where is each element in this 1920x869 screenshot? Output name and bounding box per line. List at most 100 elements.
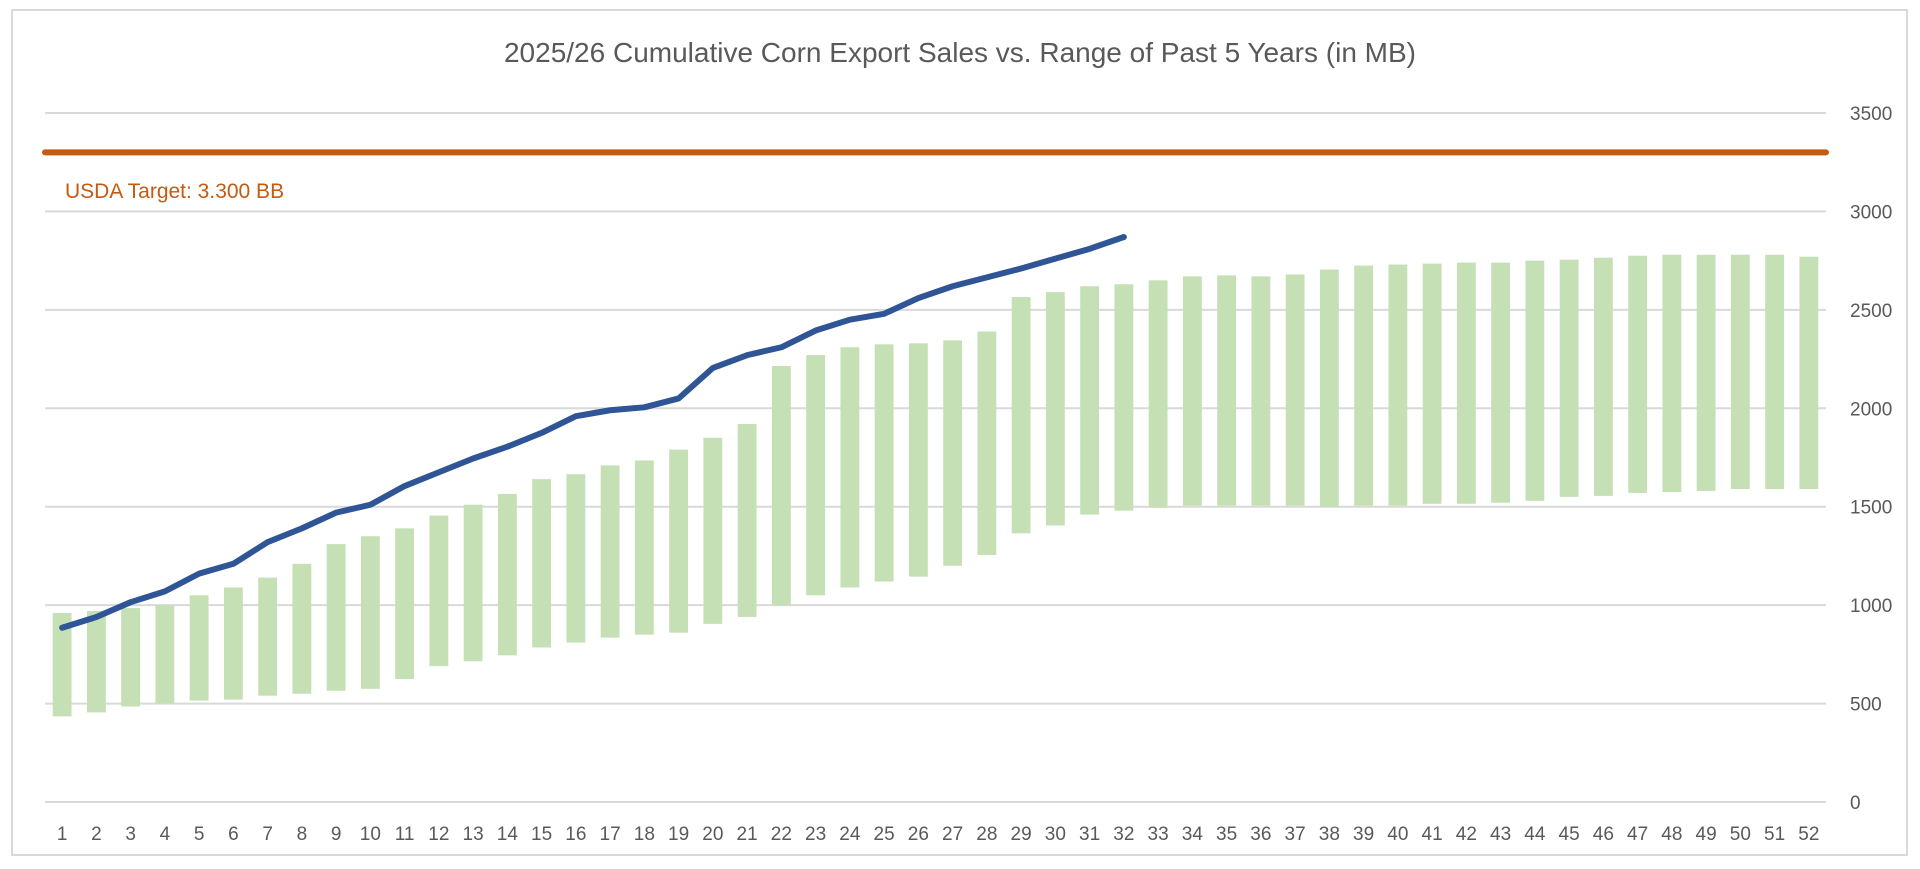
x-tick-label: 15 — [531, 824, 552, 845]
range-bar — [669, 449, 689, 633]
x-tick-label: 28 — [976, 824, 997, 845]
y-tick-label: 0 — [1850, 793, 1861, 814]
range-bar — [1559, 259, 1579, 497]
x-tick-label: 42 — [1456, 824, 1477, 845]
y-tick-label: 2000 — [1850, 399, 1892, 420]
range-bar — [1799, 256, 1819, 489]
x-tick-label: 52 — [1798, 824, 1819, 845]
x-tick-label: 36 — [1250, 824, 1271, 845]
range-bar — [1525, 260, 1545, 501]
range-bar — [703, 437, 723, 624]
range-bar — [1456, 262, 1476, 504]
range-bar — [840, 347, 860, 588]
x-tick-label: 20 — [702, 824, 723, 845]
range-bar — [52, 613, 72, 717]
range-bar — [908, 343, 928, 577]
range-bar — [326, 544, 346, 691]
x-tick-label: 2 — [91, 824, 102, 845]
x-tick-label: 11 — [395, 824, 415, 845]
range-bar — [806, 355, 826, 596]
x-tick-label: 16 — [565, 824, 586, 845]
range-bar — [1011, 297, 1031, 534]
range-bar — [1285, 274, 1305, 506]
range-bar — [1045, 292, 1065, 526]
x-axis: 1 2 3 4 5 6 7 8 9 10 11 12 13 14 15 16 17 18 19 20 21 22 23 24 2… — [57, 824, 1820, 845]
range-bar — [532, 479, 552, 648]
x-tick-label: 45 — [1559, 824, 1580, 845]
x-tick-label: 43 — [1490, 824, 1511, 845]
x-tick-label: 27 — [942, 824, 963, 845]
range-bar — [121, 608, 141, 707]
x-tick-label: 1 — [57, 824, 68, 845]
x-tick-label: 6 — [228, 824, 239, 845]
range-bar — [977, 331, 997, 555]
range-bar — [1662, 254, 1682, 492]
range-bar — [463, 504, 483, 662]
range-bar — [86, 611, 106, 713]
current-year-line — [59, 234, 1127, 631]
current-year-line-group — [59, 234, 1127, 631]
range-bar — [771, 365, 791, 606]
x-tick-label: 19 — [668, 824, 689, 845]
x-tick-label: 33 — [1148, 824, 1169, 845]
x-tick-label: 30 — [1045, 824, 1066, 845]
range-bar — [1388, 264, 1408, 506]
x-tick-label: 38 — [1319, 824, 1340, 845]
x-tick-label: 12 — [428, 824, 449, 845]
x-tick-label: 14 — [497, 824, 519, 845]
x-tick-label: 44 — [1524, 824, 1546, 845]
range-bar — [1491, 262, 1511, 503]
x-tick-label: 46 — [1593, 824, 1614, 845]
x-tick-label: 40 — [1387, 824, 1408, 845]
range-bar — [943, 340, 963, 566]
x-tick-label: 24 — [839, 824, 861, 845]
range-bar — [1217, 275, 1237, 506]
x-tick-label: 41 — [1422, 824, 1443, 845]
range-bar — [360, 536, 380, 689]
y-tick-label: 1500 — [1850, 498, 1892, 519]
range-bar — [395, 528, 415, 679]
x-tick-label: 4 — [160, 824, 171, 845]
x-tick-label: 21 — [737, 824, 758, 845]
x-tick-label: 17 — [600, 824, 621, 845]
range-bar — [1730, 254, 1750, 489]
range-bar — [1696, 254, 1716, 491]
range-bar — [737, 424, 757, 617]
x-tick-label: 9 — [331, 824, 342, 845]
range-bar — [189, 595, 209, 701]
range-bar — [497, 493, 517, 656]
x-tick-label: 26 — [908, 824, 929, 845]
range-bar — [1422, 263, 1442, 504]
range-bar — [1354, 265, 1374, 506]
range-bar — [1114, 284, 1134, 511]
x-tick-label: 22 — [771, 824, 792, 845]
range-bar — [874, 344, 894, 582]
range-bar — [1765, 254, 1785, 489]
x-tick-label: 23 — [805, 824, 826, 845]
range-bar — [634, 460, 654, 635]
range-bar — [1182, 276, 1202, 506]
range-bar — [1251, 276, 1271, 506]
y-tick-label: 3500 — [1850, 104, 1892, 125]
range-bar — [223, 587, 243, 700]
range-bar — [1319, 269, 1339, 507]
x-tick-label: 48 — [1661, 824, 1682, 845]
x-tick-label: 47 — [1627, 824, 1648, 845]
x-tick-label: 39 — [1353, 824, 1374, 845]
y-axis: 0 500 1000 1500 2000 2500 3000 3500 — [1850, 104, 1892, 814]
range-bars — [52, 254, 1819, 717]
range-bar — [566, 474, 586, 643]
range-bar — [429, 515, 449, 667]
target-label: USDA Target: 3.300 BB — [65, 180, 284, 203]
x-tick-label: 8 — [297, 824, 308, 845]
range-bar — [1148, 280, 1168, 508]
x-tick-label: 13 — [463, 824, 484, 845]
x-tick-label: 49 — [1696, 824, 1717, 845]
y-tick-label: 1000 — [1850, 596, 1892, 617]
range-bar — [600, 465, 620, 638]
x-tick-label: 32 — [1113, 824, 1134, 845]
x-tick-label: 3 — [125, 824, 136, 845]
x-tick-label: 51 — [1764, 824, 1785, 845]
x-tick-label: 7 — [262, 824, 273, 845]
x-tick-label: 34 — [1182, 824, 1204, 845]
